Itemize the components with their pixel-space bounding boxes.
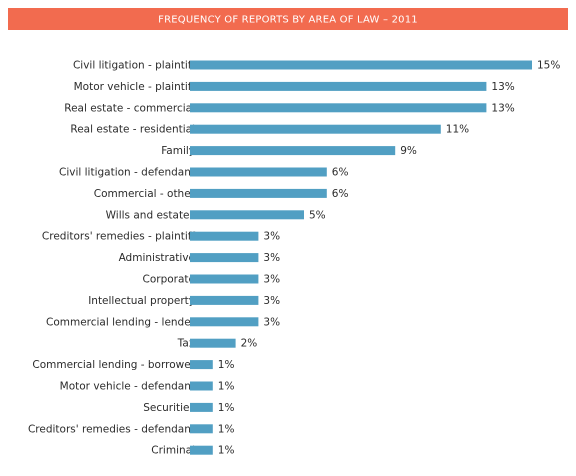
bar: [190, 103, 487, 113]
category-label: Wills and estates: [106, 209, 195, 221]
bar: [190, 445, 213, 455]
value-label: 1%: [218, 402, 235, 414]
bar: [190, 146, 396, 156]
bar: [190, 253, 259, 263]
value-label: 3%: [263, 231, 280, 243]
bar: [190, 274, 259, 284]
category-label: Commercial lending - borrower: [32, 359, 195, 371]
category-label: Commercial lending - lender: [46, 316, 196, 328]
bar: [190, 402, 213, 412]
value-label: 6%: [332, 167, 349, 179]
value-label: 2%: [241, 338, 258, 350]
category-label: Commercial - other: [94, 188, 196, 200]
bar: [190, 317, 259, 327]
bar: [190, 295, 259, 305]
value-label: 11%: [446, 124, 469, 136]
value-label: 5%: [309, 209, 326, 221]
value-label: 6%: [332, 188, 349, 200]
value-label: 3%: [263, 316, 280, 328]
value-label: 3%: [263, 295, 280, 307]
title-banner: [8, 8, 568, 30]
category-label: Administrative: [119, 252, 195, 264]
value-label: 13%: [491, 81, 514, 93]
bar: [190, 231, 259, 241]
bar: [190, 360, 213, 370]
category-label: Motor vehicle - defendant: [60, 381, 195, 393]
category-label: Criminal: [151, 445, 195, 457]
value-label: 1%: [218, 381, 235, 393]
value-label: 9%: [400, 145, 417, 157]
category-label: Creditors' remedies - plaintiff: [42, 231, 196, 243]
value-label: 3%: [263, 274, 280, 286]
value-label: 3%: [263, 252, 280, 264]
value-label: 1%: [218, 445, 235, 457]
bar: [190, 210, 304, 220]
bar: [190, 124, 441, 134]
category-label: Corporate: [143, 274, 196, 286]
category-label: Intellectual property: [88, 295, 195, 307]
category-label: Motor vehicle - plaintiff: [74, 81, 196, 93]
bar: [190, 381, 213, 391]
category-label: Civil litigation - defendant: [59, 167, 195, 179]
bar: [190, 338, 236, 348]
bar: [190, 60, 532, 70]
category-label: Real estate - commercial: [64, 102, 195, 114]
category-label: Family: [161, 145, 195, 157]
chart-title: FREQUENCY OF REPORTS BY AREA OF LAW – 20…: [158, 15, 418, 26]
category-label: Creditors' remedies - defendant: [28, 423, 195, 435]
bar: [190, 81, 487, 91]
category-label: Real estate - residential: [70, 124, 195, 136]
category-label: Securities: [143, 402, 195, 414]
value-label: 13%: [491, 102, 514, 114]
bar: [190, 424, 213, 434]
bar: [190, 167, 327, 177]
bar: [190, 188, 327, 198]
value-label: 1%: [218, 423, 235, 435]
value-label: 15%: [537, 60, 560, 72]
category-label: Civil litigation - plaintiff: [73, 60, 196, 72]
value-label: 1%: [218, 359, 235, 371]
